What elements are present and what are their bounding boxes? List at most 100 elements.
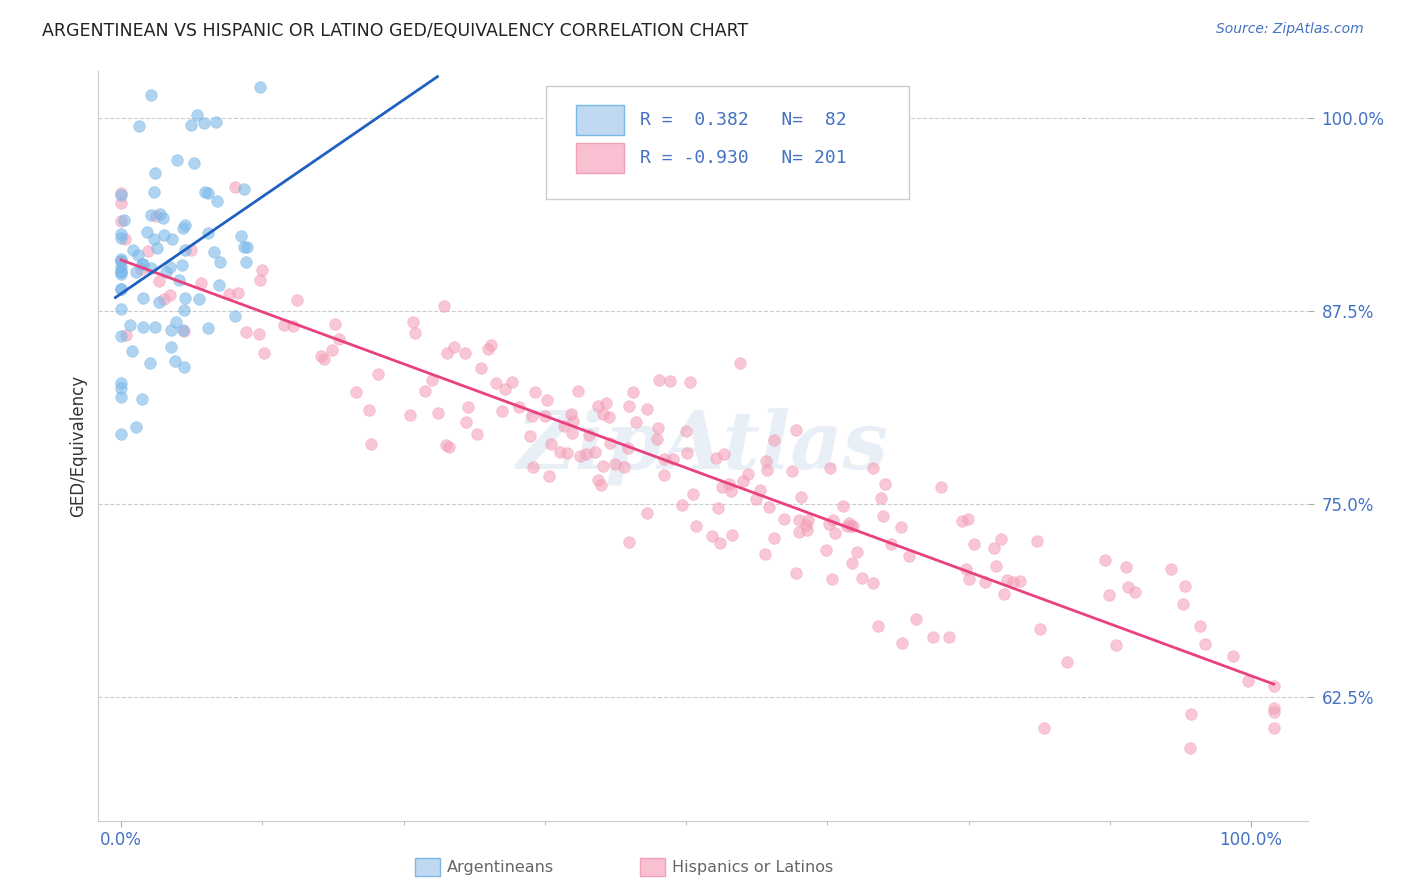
Point xyxy=(124,264,146,278)
Text: Argentineans: Argentineans xyxy=(447,860,554,874)
Point xyxy=(536,393,558,408)
Point xyxy=(1160,562,1182,576)
Point xyxy=(772,512,794,526)
Point xyxy=(1263,679,1285,693)
Point xyxy=(637,507,659,521)
Bar xyxy=(576,105,624,135)
Text: Source: ZipAtlas.com: Source: ZipAtlas.com xyxy=(1216,22,1364,37)
Point xyxy=(149,207,172,221)
Point xyxy=(599,435,621,450)
Point xyxy=(785,423,807,437)
Point xyxy=(125,420,148,434)
Point xyxy=(218,287,240,301)
Point xyxy=(522,459,544,474)
Point xyxy=(1029,622,1052,636)
Point xyxy=(247,326,270,341)
Point xyxy=(367,367,389,381)
Point xyxy=(173,302,195,317)
Point xyxy=(173,360,195,375)
Point xyxy=(685,519,707,533)
Point xyxy=(568,449,591,463)
Point xyxy=(249,79,271,94)
Point xyxy=(548,444,571,458)
Point xyxy=(465,427,488,442)
Point xyxy=(540,437,562,451)
Point xyxy=(758,500,780,514)
Point xyxy=(110,252,132,267)
Point xyxy=(194,185,217,199)
Point xyxy=(402,315,425,329)
Point xyxy=(131,392,153,406)
Point xyxy=(159,341,181,355)
Point xyxy=(167,273,190,287)
Point xyxy=(110,264,132,278)
Point xyxy=(1188,619,1211,633)
Point xyxy=(127,247,149,261)
Point xyxy=(1125,585,1147,599)
Point xyxy=(873,476,896,491)
Point xyxy=(143,320,166,334)
Point xyxy=(534,409,557,423)
Point xyxy=(205,115,228,129)
Point xyxy=(224,180,246,194)
Point xyxy=(470,361,492,376)
Point xyxy=(749,483,772,497)
Point xyxy=(993,587,1015,601)
Point xyxy=(110,214,132,228)
Point xyxy=(523,384,546,399)
Point xyxy=(897,549,920,563)
Point xyxy=(846,545,869,559)
Point xyxy=(619,399,641,413)
Point xyxy=(190,277,212,291)
Point xyxy=(763,434,786,448)
Point xyxy=(818,461,841,475)
Point xyxy=(675,424,697,438)
Point xyxy=(139,87,162,102)
Point xyxy=(152,211,174,226)
Point xyxy=(110,282,132,296)
Point xyxy=(922,630,945,644)
Point xyxy=(797,512,820,526)
Point xyxy=(658,374,681,388)
Point xyxy=(110,231,132,245)
Point xyxy=(560,407,582,421)
Point xyxy=(285,293,308,307)
Bar xyxy=(576,143,624,172)
Point xyxy=(110,283,132,297)
Point xyxy=(110,267,132,281)
Point xyxy=(143,166,166,180)
Point xyxy=(986,558,1008,573)
Point xyxy=(360,437,382,451)
Point xyxy=(273,318,295,333)
Point xyxy=(235,255,257,269)
Point xyxy=(652,452,675,467)
Point xyxy=(1010,574,1032,589)
Point xyxy=(737,467,759,482)
Point xyxy=(520,409,543,423)
Point xyxy=(110,390,132,404)
Point xyxy=(141,261,163,276)
Point xyxy=(963,537,986,551)
Point xyxy=(186,108,208,122)
Point xyxy=(990,533,1012,547)
Point xyxy=(202,244,225,259)
Point xyxy=(436,346,458,360)
Point xyxy=(110,195,132,210)
Point xyxy=(1115,560,1137,574)
Point xyxy=(224,310,246,324)
Point xyxy=(1056,655,1078,669)
Point xyxy=(143,231,166,245)
Point xyxy=(235,325,257,339)
Point xyxy=(870,491,893,505)
Point xyxy=(131,291,153,305)
Point xyxy=(1116,581,1139,595)
Point xyxy=(851,571,873,585)
Point xyxy=(578,428,600,442)
Point xyxy=(839,519,862,533)
Point xyxy=(443,340,465,354)
Point xyxy=(166,153,188,168)
Point xyxy=(957,573,980,587)
Point xyxy=(433,299,456,313)
Point xyxy=(837,518,859,533)
Point xyxy=(110,328,132,343)
